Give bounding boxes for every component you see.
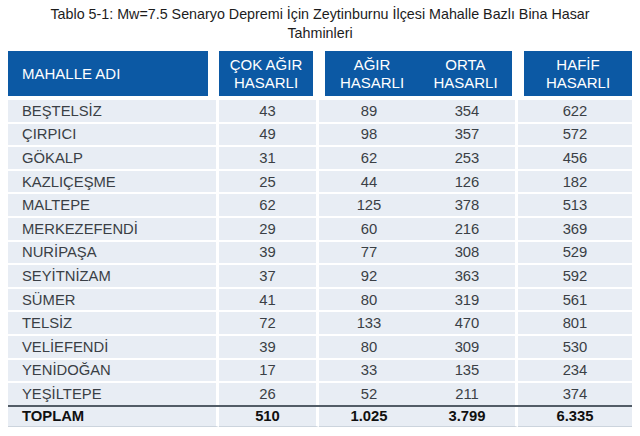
cell-mahalle-adi: TOPLAM — [8, 407, 219, 427]
cell-hafif-hasarli: 234 — [518, 360, 632, 384]
cell-agir-hasarli: 44 — [319, 171, 419, 195]
table-row: YEŞİLTEPE 26 52 211 374 — [8, 383, 632, 407]
cell-agir-hasarli: 125 — [319, 194, 419, 218]
cell-mahalle-adi: SEYİTNİZAM — [8, 265, 219, 289]
cell-cok-agir-hasarli: 72 — [219, 312, 319, 336]
cell-agir-hasarli: 77 — [319, 242, 419, 266]
total-row-separator — [8, 405, 632, 407]
cell-hafif-hasarli: 561 — [518, 289, 632, 313]
col-header-mahalle-adi: MAHALLE ADI — [8, 51, 219, 100]
cell-mahalle-adi: YEŞİLTEPE — [8, 383, 219, 407]
cell-agir-hasarli: 33 — [319, 360, 419, 384]
cell-mahalle-adi: KAZLIÇEŞME — [8, 171, 219, 195]
cell-hafif-hasarli: 374 — [518, 383, 632, 407]
cell-cok-agir-hasarli: 39 — [219, 242, 319, 266]
cell-agir-hasarli: 80 — [319, 336, 419, 360]
table-row: ÇIRPICI 49 98 357 572 — [8, 124, 632, 148]
cell-mahalle-adi: GÖKALP — [8, 147, 219, 171]
cell-hafif-hasarli: 530 — [518, 336, 632, 360]
cell-cok-agir-hasarli: 39 — [219, 336, 319, 360]
cell-mahalle-adi: VELİEFENDİ — [8, 336, 219, 360]
table-row: SEYİTNİZAM 37 92 363 592 — [8, 265, 632, 289]
cell-hafif-hasarli: 572 — [518, 124, 632, 148]
cell-mahalle-adi: ÇIRPICI — [8, 124, 219, 148]
total-row: TOPLAM 510 1.025 3.799 6.335 — [8, 407, 632, 427]
cell-agir-hasarli: 80 — [319, 289, 419, 313]
cell-cok-agir-hasarli: 62 — [219, 194, 319, 218]
table-row: YENİDOĞAN 17 33 135 234 — [8, 360, 632, 384]
cell-orta-hasarli: 308 — [419, 242, 518, 266]
cell-cok-agir-hasarli: 29 — [219, 218, 319, 242]
cell-agir-hasarli: 52 — [319, 383, 419, 407]
cell-orta-hasarli: 357 — [419, 124, 518, 148]
cell-mahalle-adi: NURİPAŞA — [8, 242, 219, 266]
cell-cok-agir-hasarli: 43 — [219, 100, 319, 124]
caption-line-2: Tahminleri — [0, 24, 640, 43]
cell-orta-hasarli: 309 — [419, 336, 518, 360]
cell-orta-hasarli: 319 — [419, 289, 518, 313]
cell-orta-hasarli: 211 — [419, 383, 518, 407]
cell-mahalle-adi: MALTEPE — [8, 194, 219, 218]
table-row: KAZLIÇEŞME 25 44 126 182 — [8, 171, 632, 195]
cell-cok-agir-hasarli: 26 — [219, 383, 319, 407]
damage-table: MAHALLE ADI ÇOK AĞIR HASARLI AĞIR HASARL… — [8, 51, 632, 427]
cell-orta-hasarli: 3.799 — [419, 407, 518, 427]
cell-hafif-hasarli: 622 — [518, 100, 632, 124]
cell-hafif-hasarli: 801 — [518, 312, 632, 336]
cell-mahalle-adi: SÜMER — [8, 289, 219, 313]
cell-orta-hasarli: 354 — [419, 100, 518, 124]
cell-orta-hasarli: 126 — [419, 171, 518, 195]
col-header-cok-agir-hasarli: ÇOK AĞIR HASARLI — [219, 51, 319, 100]
cell-agir-hasarli: 62 — [319, 147, 419, 171]
cell-orta-hasarli: 253 — [419, 147, 518, 171]
cell-agir-hasarli: 92 — [319, 265, 419, 289]
cell-mahalle-adi: YENİDOĞAN — [8, 360, 219, 384]
cell-agir-hasarli: 133 — [319, 312, 419, 336]
header-row: MAHALLE ADI ÇOK AĞIR HASARLI AĞIR HASARL… — [8, 51, 632, 100]
cell-cok-agir-hasarli: 25 — [219, 171, 319, 195]
cell-orta-hasarli: 363 — [419, 265, 518, 289]
cell-agir-hasarli: 98 — [319, 124, 419, 148]
cell-cok-agir-hasarli: 37 — [219, 265, 319, 289]
table-caption: Tablo 5-1: Mw=7.5 Senaryo Depremi İçin Z… — [0, 0, 640, 43]
cell-hafif-hasarli: 529 — [518, 242, 632, 266]
cell-mahalle-adi: BEŞTELSİZ — [8, 100, 219, 124]
cell-orta-hasarli: 470 — [419, 312, 518, 336]
cell-mahalle-adi: MERKEZEFENDİ — [8, 218, 219, 242]
cell-mahalle-adi: TELSİZ — [8, 312, 219, 336]
cell-hafif-hasarli: 456 — [518, 147, 632, 171]
cell-hafif-hasarli: 369 — [518, 218, 632, 242]
cell-agir-hasarli: 1.025 — [319, 407, 419, 427]
table-row: MERKEZEFENDİ 29 60 216 369 — [8, 218, 632, 242]
table-row: MALTEPE 62 125 378 513 — [8, 194, 632, 218]
cell-hafif-hasarli: 513 — [518, 194, 632, 218]
cell-cok-agir-hasarli: 17 — [219, 360, 319, 384]
cell-agir-hasarli: 89 — [319, 100, 419, 124]
col-header-hafif-hasarli: HAFİF HASARLI — [518, 51, 632, 100]
cell-orta-hasarli: 378 — [419, 194, 518, 218]
table-row: SÜMER 41 80 319 561 — [8, 289, 632, 313]
cell-orta-hasarli: 135 — [419, 360, 518, 384]
caption-line-1: Tablo 5-1: Mw=7.5 Senaryo Depremi İçin Z… — [0, 5, 640, 24]
cell-cok-agir-hasarli: 49 — [219, 124, 319, 148]
cell-hafif-hasarli: 592 — [518, 265, 632, 289]
cell-hafif-hasarli: 182 — [518, 171, 632, 195]
cell-hafif-hasarli: 6.335 — [518, 407, 632, 427]
col-header-orta-hasarli: ORTA HASARLI — [419, 51, 518, 100]
cell-orta-hasarli: 216 — [419, 218, 518, 242]
cell-cok-agir-hasarli: 510 — [219, 407, 319, 427]
table-row: VELİEFENDİ 39 80 309 530 — [8, 336, 632, 360]
table-row: GÖKALP 31 62 253 456 — [8, 147, 632, 171]
cell-agir-hasarli: 60 — [319, 218, 419, 242]
cell-cok-agir-hasarli: 31 — [219, 147, 319, 171]
cell-cok-agir-hasarli: 41 — [219, 289, 319, 313]
col-header-agir-hasarli: AĞIR HASARLI — [319, 51, 419, 100]
table-row: NURİPAŞA 39 77 308 529 — [8, 242, 632, 266]
table-row: BEŞTELSİZ 43 89 354 622 — [8, 100, 632, 124]
table-row: TELSİZ 72 133 470 801 — [8, 312, 632, 336]
